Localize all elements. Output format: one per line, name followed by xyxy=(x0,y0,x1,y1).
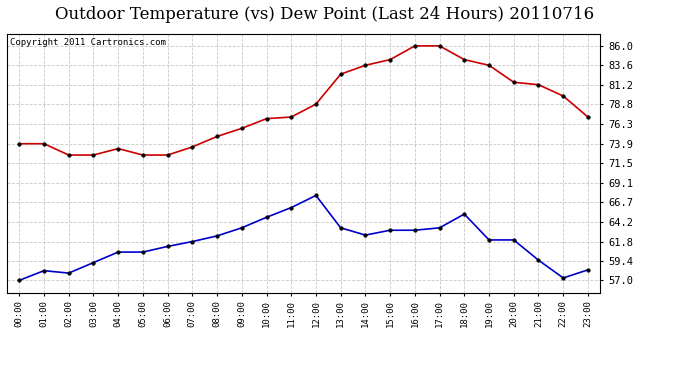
Text: Outdoor Temperature (vs) Dew Point (Last 24 Hours) 20110716: Outdoor Temperature (vs) Dew Point (Last… xyxy=(55,6,594,22)
Text: Copyright 2011 Cartronics.com: Copyright 2011 Cartronics.com xyxy=(10,38,166,46)
